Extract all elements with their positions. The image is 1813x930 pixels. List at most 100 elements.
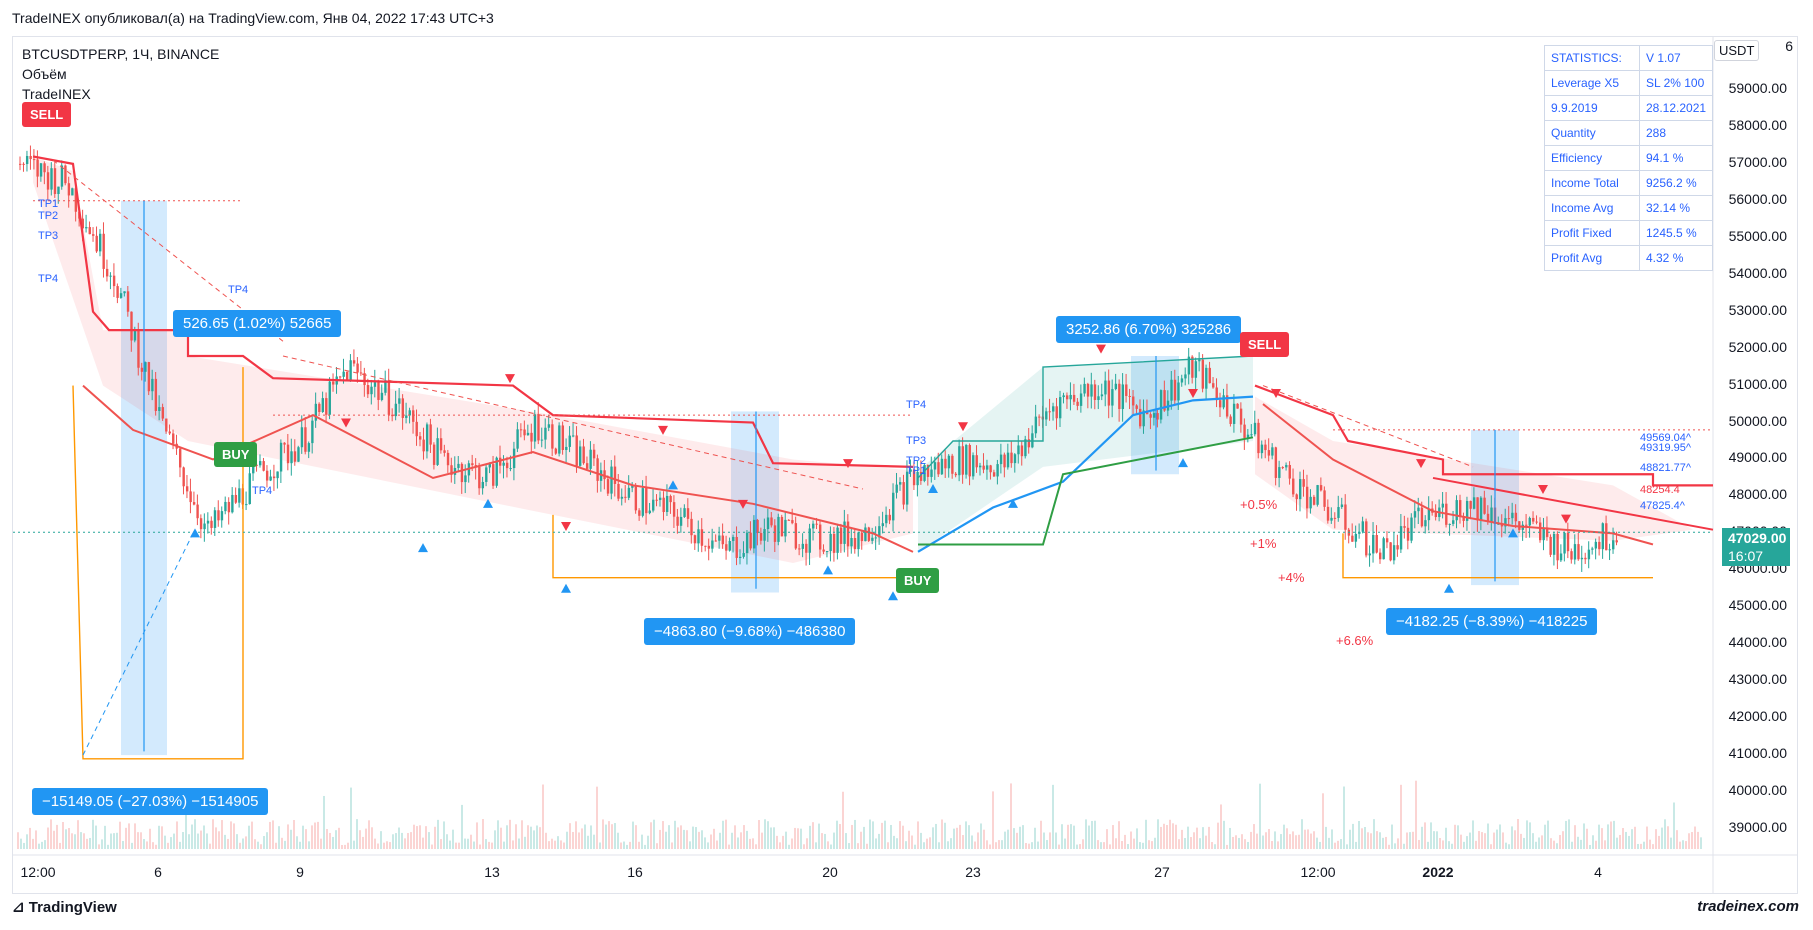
volume-bar	[758, 820, 760, 849]
candle-body	[22, 163, 25, 165]
candle-body	[394, 403, 398, 417]
volume-bar	[1172, 823, 1174, 849]
buy-signal-tag[interactable]: BUY	[896, 568, 940, 593]
volume-bar	[140, 832, 142, 849]
volume-bar	[614, 823, 616, 849]
volume-bar	[1355, 841, 1357, 849]
volume-bar	[362, 836, 364, 849]
volume-bar	[545, 832, 547, 849]
candle-body	[1069, 394, 1072, 400]
tradingview-logo[interactable]: ⊿ TradingView	[12, 898, 117, 916]
stats-key: Income Total	[1544, 170, 1640, 196]
volume-bar	[137, 832, 139, 849]
volume-bar	[368, 820, 370, 849]
volume-bar	[689, 841, 691, 849]
volume-bar	[893, 835, 895, 849]
long-signal-marker	[928, 484, 938, 494]
take-profit-label: TP2	[906, 455, 927, 467]
volume-bar	[143, 839, 145, 849]
trade-result-callout[interactable]: 526.65 (1.02%) 52665	[173, 310, 342, 337]
trade-result-callout[interactable]: −4182.25 (−8.39%) −418225	[1386, 608, 1598, 635]
candle-body	[1118, 383, 1121, 410]
volume-bar	[200, 830, 202, 849]
trade-result-callout[interactable]: −4863.80 (−9.68%) −486380	[644, 618, 856, 645]
candle-body	[662, 497, 665, 513]
volume-bar	[1451, 843, 1453, 849]
level-label: 48254.4	[1640, 484, 1680, 496]
volume-bar	[260, 844, 262, 849]
trade-result-callout[interactable]: 3252.86 (6.70%) 325286	[1056, 316, 1242, 343]
sell-signal-tag[interactable]: SELL	[22, 102, 72, 127]
volume-bar	[170, 837, 172, 849]
buy-signal-tag[interactable]: BUY	[214, 442, 258, 467]
volume-bar	[1535, 841, 1537, 849]
volume-bar	[185, 793, 187, 849]
candle-body	[1566, 532, 1570, 552]
volume-bar	[1595, 840, 1597, 849]
volume-bar	[1205, 835, 1207, 849]
volume-bar	[647, 835, 649, 849]
volume-bar	[44, 840, 46, 849]
volume-bar	[1316, 837, 1318, 849]
volume-bar	[1352, 823, 1354, 849]
volume-bar	[1565, 820, 1567, 849]
currency-button[interactable]: USDT	[1714, 40, 1760, 61]
symbol-line[interactable]: BTCUSDTPERP, 1Ч, BINANCE	[22, 46, 220, 62]
volume-bar	[92, 819, 94, 849]
candle-body	[1072, 394, 1076, 402]
candle-body	[1382, 538, 1385, 560]
volume-bar	[266, 832, 268, 849]
candle-body	[391, 414, 394, 417]
y-axis-label: 48000.00	[1728, 486, 1787, 503]
volume-bar	[965, 821, 967, 849]
candle-body	[565, 446, 568, 450]
step-line	[552, 514, 913, 579]
sell-signal-tag[interactable]: SELL	[1240, 332, 1290, 357]
candle-body	[1006, 452, 1010, 468]
candle-body	[533, 414, 537, 442]
volume-bar	[899, 821, 901, 849]
volume-bar	[119, 821, 121, 849]
volume-bar	[314, 822, 316, 849]
candle-body	[116, 286, 119, 298]
candle-body	[881, 523, 885, 527]
candle-body	[248, 473, 251, 505]
volume-bar	[827, 841, 829, 849]
candle-body	[1034, 416, 1038, 434]
volume-bar	[1229, 827, 1231, 849]
volume-bar	[86, 838, 88, 849]
candle-body	[290, 451, 293, 464]
volume-bar	[752, 838, 754, 849]
volume-bar	[497, 820, 499, 849]
volume-bar	[638, 841, 640, 849]
candle-body	[895, 484, 898, 493]
candle-body	[307, 443, 311, 452]
candle-body	[1170, 379, 1173, 401]
candle-body	[105, 268, 109, 277]
candle-body	[297, 447, 300, 462]
volume-bar	[755, 844, 757, 849]
candle-body	[860, 532, 864, 542]
candle-body	[32, 159, 36, 161]
trade-result-callout[interactable]: −15149.05 (−27.03%) −1514905	[32, 788, 269, 815]
volume-bar	[1289, 834, 1291, 849]
candle-body	[739, 556, 742, 558]
candle-body	[638, 510, 641, 516]
indicator-label[interactable]: TradeINEX	[22, 86, 91, 102]
volume-bar	[1475, 840, 1477, 849]
trend-line	[1432, 476, 1714, 531]
candle-body	[784, 519, 787, 537]
volume-label[interactable]: Объём	[22, 66, 67, 82]
candle-body	[1125, 384, 1128, 396]
price-chart[interactable]	[13, 37, 1797, 893]
volume-bar	[173, 833, 175, 849]
candle-body	[732, 536, 735, 542]
statistics-table: STATISTICS: V 1.07 Leverage X5 SL 2% 100 9.9…	[1544, 45, 1714, 271]
chart-frame[interactable]	[12, 36, 1798, 894]
volume-bar	[320, 838, 322, 849]
volume-bar	[371, 827, 373, 849]
volume-bar	[653, 819, 655, 849]
volume-bar	[1502, 832, 1504, 849]
candle-body	[1427, 508, 1431, 521]
candle-body	[1455, 500, 1458, 521]
